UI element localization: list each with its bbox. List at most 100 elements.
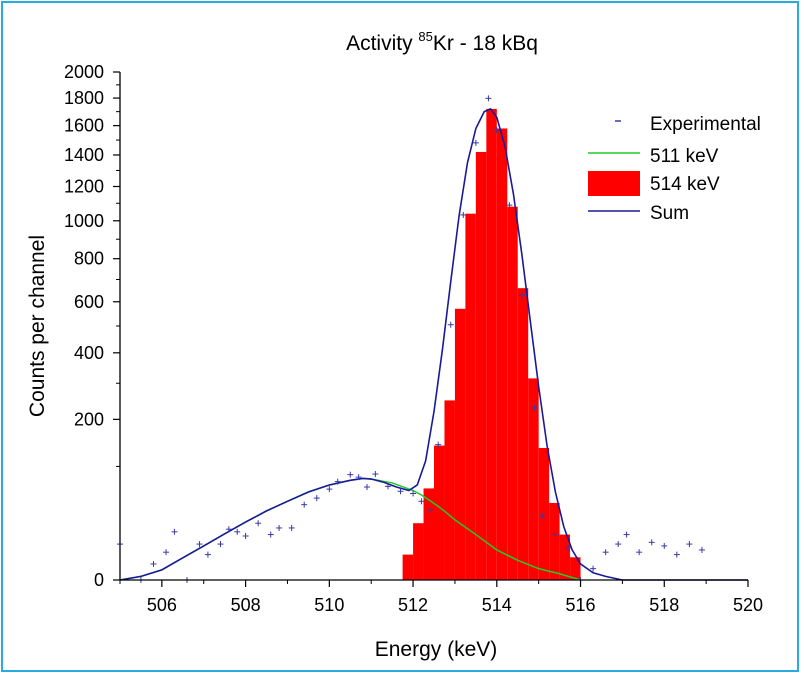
experimental-point [506,202,513,209]
y-tick-label: 1600 [64,116,104,136]
experimental-point [418,498,425,505]
x-tick-label: 514 [482,595,512,615]
y-tick-label: 1400 [64,145,104,165]
peak-514-bar [496,128,508,580]
experimental-point [661,542,668,549]
experimental-point [196,541,203,548]
peak-514-bar [570,557,581,580]
x-tick-label: 506 [147,595,177,615]
experimental-point [590,565,597,572]
experimental-point [150,560,157,567]
experimental-point [493,127,500,134]
experimental-point [686,541,693,548]
experimental-point [426,506,433,513]
chart-title-prefix: Activity [346,32,418,55]
peak-514-bar [549,502,560,580]
peak-514-bar [434,445,445,580]
y-tick-label: 200 [74,409,104,429]
experimental-point [217,541,224,548]
experimental-point [384,483,391,490]
experimental-point [234,528,241,535]
chart-title-superscript: 85 [418,29,432,44]
experimental-point [313,495,320,502]
peak-514-bar [465,213,476,580]
peak-514-bar [538,448,550,580]
legend-514-symbol [588,171,640,196]
experimental-point [276,524,283,531]
experimental-point [163,549,170,556]
experimental-point [623,531,630,538]
experimental-point [460,211,467,218]
experimental-point [673,551,680,558]
experimental-point [225,526,232,533]
y-axis-label: Counts per channel [26,235,49,417]
x-tick-label: 512 [398,595,428,615]
peak-514-bar [507,206,518,581]
experimental-point [288,524,295,531]
experimental-point [364,484,371,491]
experimental-point [531,404,538,411]
y-tick-label: 1200 [64,177,104,197]
experimental-point [485,95,492,102]
y-tick-label: 1000 [64,211,104,231]
experimental-point [648,539,655,546]
chart-title: Activity 85Kr - 18 kBq [346,29,538,55]
peak-514-bar [423,488,434,580]
experimental-point [255,520,262,527]
experimental-point [435,441,442,448]
experimental-point [301,501,308,508]
plot-area [117,95,748,583]
legend: Experimental 511 keV 514 keV Sum [588,114,761,224]
x-axis-label: Energy (keV) [375,638,498,661]
x-tick-label: 518 [649,595,679,615]
x-tick-label: 520 [733,595,763,615]
peak-514-bar [475,151,487,580]
experimental-point [267,531,274,538]
experimental-point [372,471,379,478]
experimental-point [472,139,479,146]
legend-514-label: 514 keV [650,174,720,195]
y-tick-label: 800 [74,249,104,269]
experimental-point [410,490,417,497]
experimental-point [355,474,362,481]
experimental-point [242,533,249,540]
experimental-point [539,512,546,519]
experimental-point [326,486,333,493]
peak-514-bar [444,400,455,580]
experimental-point [347,471,354,478]
experimental-point [615,541,622,548]
legend-511-label: 511 keV [650,146,719,167]
experimental-point [204,551,211,558]
sum-line [119,107,748,581]
peak-514-bar [402,554,414,580]
y-tick-label: 600 [74,292,104,312]
y-tick-label: 1800 [64,88,104,108]
experimental-point [171,528,178,535]
x-tick-label: 508 [231,595,261,615]
peak-514-bar [486,108,497,580]
experimental-point [447,321,454,328]
experimental-point [636,549,643,556]
peak-514-bar [559,534,571,580]
legend-experimental-label: Experimental [650,114,761,135]
y-tick-label: 2000 [64,62,104,82]
x-tick-label: 516 [566,595,596,615]
peak-514-bar [413,523,424,580]
chart-title-suffix: Kr - 18 kBq [433,32,538,55]
experimental-point [552,531,559,538]
x-tick-label: 510 [314,595,344,615]
experimental-point [602,549,609,556]
y-tick-label: 400 [74,343,104,363]
y-tick-label: 0 [94,570,104,590]
peak-514-bar [528,378,539,580]
experimental-point [334,478,341,485]
axes: 506 508 510 512 514 516 518 520 0 200 400 600 800 100… [64,62,763,615]
peak-514-bar [517,288,529,580]
experimental-point [698,546,705,553]
legend-sum-label: Sum [650,203,689,224]
experimental-point [564,544,571,551]
experimental-point [397,488,404,495]
experimental-point [518,292,525,299]
